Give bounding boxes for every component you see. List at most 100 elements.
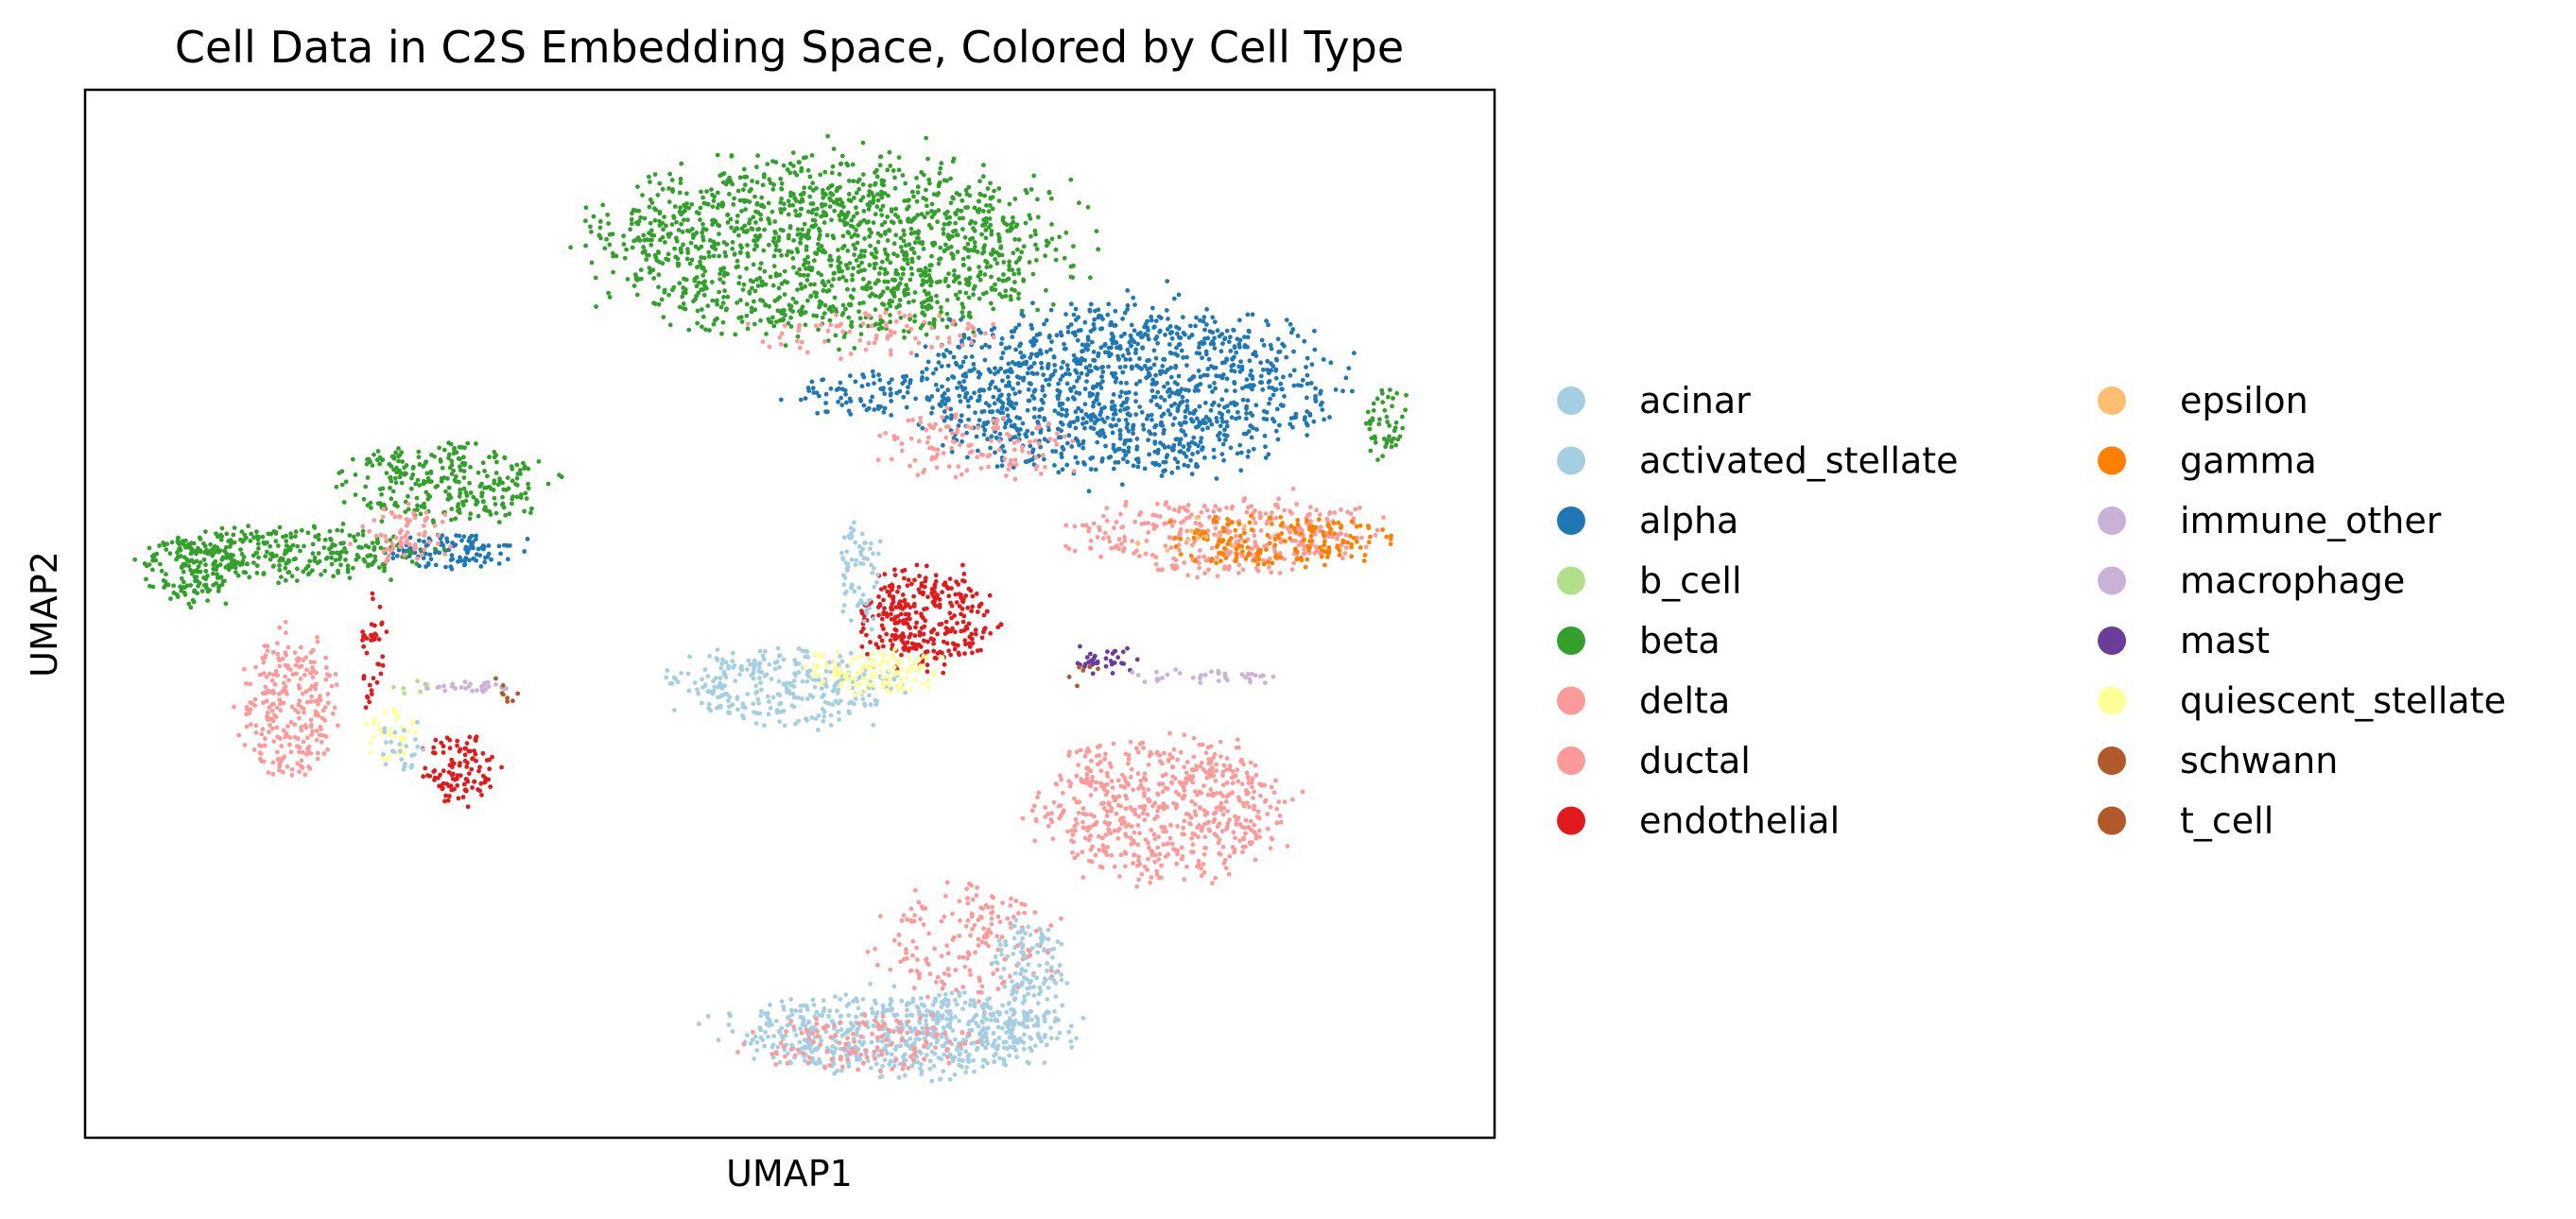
scatter-point — [307, 766, 313, 771]
scatter-point — [957, 380, 962, 386]
scatter-point — [966, 417, 971, 422]
scatter-point — [686, 327, 692, 333]
scatter-point — [1088, 301, 1094, 307]
scatter-point — [201, 583, 207, 588]
scatter-point — [1153, 561, 1159, 567]
scatter-point — [462, 746, 468, 751]
scatter-point — [406, 493, 410, 499]
scatter-point — [1137, 379, 1143, 384]
scatter-point — [254, 529, 259, 535]
scatter-point — [402, 553, 407, 558]
scatter-point — [717, 253, 721, 259]
scatter-point — [271, 701, 276, 707]
scatter-point — [503, 512, 509, 518]
scatter-point — [754, 244, 760, 249]
scatter-point — [482, 469, 487, 473]
scatter-point — [1037, 332, 1043, 336]
scatter-point — [284, 730, 289, 736]
scatter-point — [888, 386, 893, 392]
scatter-point — [845, 286, 850, 292]
scatter-point — [880, 203, 886, 209]
scatter-point — [942, 222, 947, 227]
scatter-point — [1020, 448, 1025, 454]
scatter-point — [1122, 438, 1128, 443]
scatter-point — [1357, 524, 1363, 528]
scatter-point — [765, 162, 770, 167]
scatter-point — [1053, 257, 1059, 263]
scatter-point — [704, 285, 709, 291]
scatter-point — [991, 394, 996, 400]
scatter-point — [1112, 403, 1117, 408]
scatter-point — [1087, 307, 1093, 313]
scatter-point — [927, 320, 932, 326]
scatter-point — [1105, 312, 1111, 318]
scatter-point — [1143, 332, 1148, 337]
scatter-point — [1189, 333, 1195, 337]
scatter-point — [682, 202, 687, 208]
scatter-point — [827, 253, 833, 259]
scatter-point — [1009, 400, 1014, 405]
scatter-point — [709, 187, 714, 193]
scatter-point — [425, 492, 431, 498]
scatter-point — [1064, 440, 1070, 446]
scatter-point — [902, 335, 907, 340]
scatter-point — [583, 205, 589, 211]
scatter-point — [1354, 539, 1359, 544]
scatter-point — [716, 241, 720, 247]
scatter-point — [927, 180, 932, 186]
scatter-point — [924, 304, 928, 310]
scatter-point — [1113, 379, 1118, 385]
scatter-point — [1301, 538, 1306, 543]
scatter-point — [909, 259, 915, 265]
scatter-point — [1136, 365, 1142, 370]
scatter-point — [1294, 549, 1300, 555]
scatter-point — [875, 192, 880, 197]
scatter-point — [994, 418, 1000, 423]
scatter-point — [948, 244, 954, 249]
scatter-point — [278, 708, 284, 713]
scatter-point — [924, 279, 929, 284]
scatter-point — [754, 180, 760, 185]
scatter-point — [1268, 342, 1273, 348]
scatter-point — [1012, 197, 1018, 201]
scatter-point — [1164, 455, 1169, 460]
scatter-point — [667, 322, 673, 328]
scatter-point — [785, 167, 790, 172]
scatter-point — [302, 672, 307, 678]
scatter-point — [389, 739, 393, 745]
cluster-endothelial — [360, 591, 389, 711]
scatter-point — [381, 751, 386, 757]
scatter-point — [1204, 507, 1210, 513]
scatter-point — [216, 549, 221, 555]
scatter-point — [1210, 339, 1215, 344]
scatter-point — [497, 478, 503, 484]
scatter-point — [825, 338, 831, 343]
scatter-point — [703, 227, 709, 232]
scatter-point — [935, 447, 941, 453]
scatter-point — [487, 455, 492, 460]
scatter-point — [1228, 349, 1234, 353]
scatter-point — [865, 382, 871, 387]
scatter-point — [1377, 417, 1382, 422]
scatter-point — [443, 564, 448, 570]
scatter-point — [657, 218, 662, 224]
scatter-point — [1075, 438, 1081, 443]
scatter-point — [1185, 503, 1191, 507]
scatter-point — [1172, 401, 1178, 406]
scatter-point — [442, 688, 448, 694]
scatter-point — [926, 291, 931, 296]
scatter-point — [422, 533, 427, 539]
scatter-point — [1029, 326, 1035, 331]
scatter-point — [857, 300, 862, 306]
scatter-point — [1012, 476, 1018, 482]
scatter-point — [647, 204, 652, 210]
scatter-point — [956, 464, 961, 470]
scatter-point — [414, 561, 420, 566]
scatter-point — [347, 533, 353, 538]
scatter-point — [1164, 308, 1169, 313]
scatter-point — [1190, 452, 1195, 456]
scatter-point — [449, 772, 455, 778]
scatter-point — [368, 750, 373, 756]
scatter-point — [800, 227, 805, 232]
scatter-point — [942, 402, 948, 406]
